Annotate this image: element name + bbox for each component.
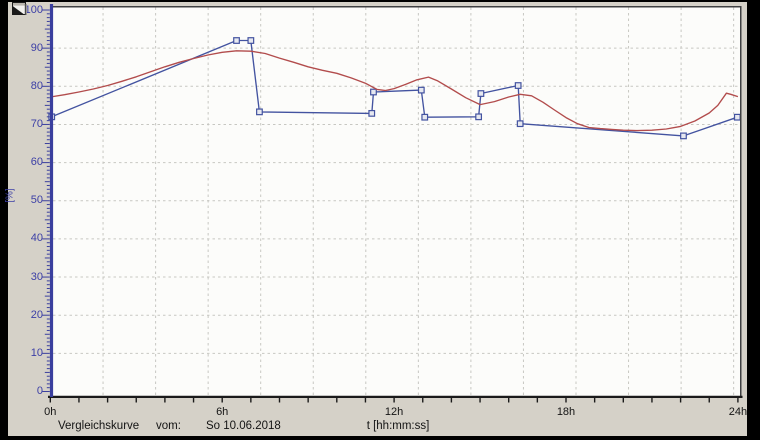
y-axis-tick-label: 0	[36, 385, 43, 397]
footer-curve-label: Vergleichskurve	[58, 420, 140, 432]
series-smooth-comparison-curve-red	[50, 50, 739, 132]
graph-zoom-icon-button[interactable]	[12, 2, 27, 15]
data-point-marker	[421, 113, 429, 121]
data-point-marker	[256, 108, 263, 116]
y-axis-tick-label: 50	[30, 194, 43, 207]
y-axis-tick-label: 90	[30, 41, 43, 54]
x-axis-tick-label: 6h	[216, 405, 229, 418]
footer-date-value: So 10.06.2018	[206, 420, 281, 432]
data-point-marker	[233, 37, 240, 44]
data-point-marker	[516, 120, 524, 128]
y-axis-tick-label: 20	[30, 308, 43, 321]
x-axis-tick-label: 18h	[556, 405, 576, 418]
y-axis-unit-label: [%]	[4, 188, 16, 203]
y-axis-tick-label: 30	[30, 270, 43, 283]
data-point-marker	[733, 113, 741, 121]
y-axis-tick-label: 10	[30, 346, 43, 359]
y-axis-tick-label: 70	[30, 117, 43, 130]
data-point-marker	[680, 132, 687, 140]
data-point-marker	[475, 113, 483, 121]
data-point-marker	[368, 109, 376, 117]
y-axis-tick-label: 60	[30, 156, 43, 169]
data-point-marker	[370, 88, 377, 96]
y-axis-tick-label: 100	[24, 3, 43, 16]
data-point-marker	[417, 86, 425, 94]
y-axis-tick-label: 40	[30, 232, 43, 245]
y-axis-tick-label: 80	[30, 79, 43, 92]
footer-vom-label: vom:	[156, 420, 181, 432]
series-step-curve-blue	[51, 39, 738, 137]
data-point-marker	[514, 82, 522, 89]
data-point-marker	[477, 90, 485, 97]
graph-zoom-icon	[12, 2, 27, 15]
x-axis-unit-label: t [hh:mm:ss]	[366, 420, 430, 432]
x-axis-tick-label: 0h	[44, 405, 57, 418]
x-axis-tick-label: 24h	[728, 405, 748, 418]
x-axis-tick-label: 12h	[384, 405, 404, 418]
data-point-marker	[247, 37, 255, 44]
